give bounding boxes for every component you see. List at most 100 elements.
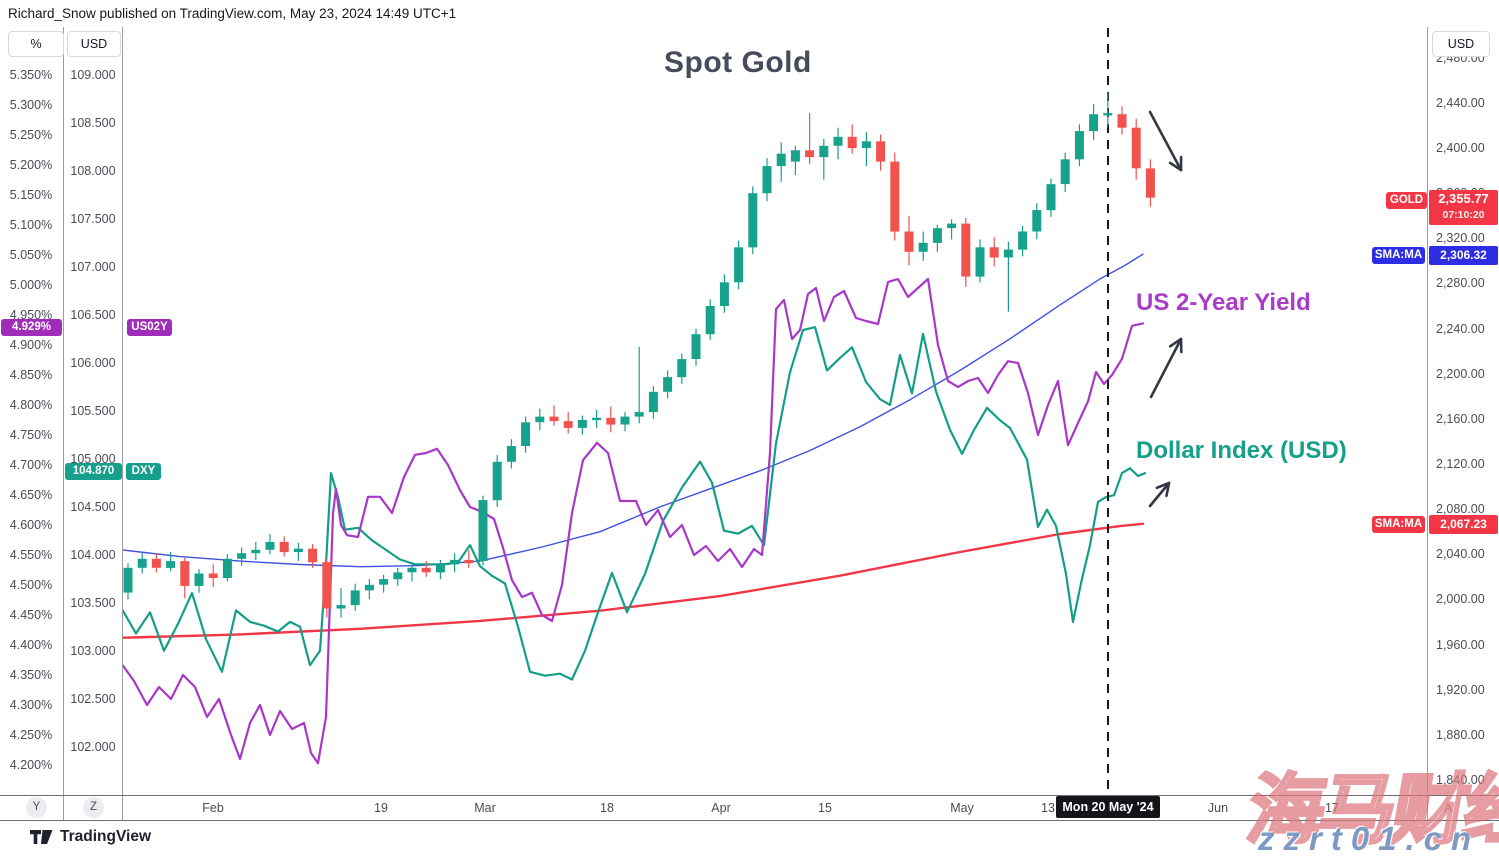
candle-body — [961, 224, 970, 277]
candle-body — [564, 421, 573, 428]
usd-right-tick-label: 2,120.00 — [1436, 457, 1485, 471]
candle-body — [606, 418, 615, 425]
candle-body — [266, 542, 275, 550]
us02y-axis-value-tag: 4.929% — [1, 319, 62, 336]
candle-body — [280, 542, 289, 552]
candle-body — [1075, 131, 1084, 159]
candle-body — [464, 560, 473, 563]
candle-body — [677, 359, 686, 377]
percent-axis-unit-box[interactable]: % — [8, 31, 64, 57]
percent-tick-label: 4.300% — [0, 698, 62, 712]
candle-body — [294, 549, 303, 552]
usd-left-tick-label: 107.500 — [64, 212, 122, 226]
candle-body — [251, 550, 260, 553]
sma-fast-symbol-tag: SMA:MA — [1372, 247, 1425, 264]
candle-body — [351, 590, 360, 605]
candle-body — [819, 146, 828, 157]
candle-body — [422, 568, 431, 573]
candle-body — [805, 150, 814, 157]
candle-body — [507, 446, 516, 462]
plot-area[interactable] — [121, 28, 1155, 795]
percent-tick-label: 4.650% — [0, 488, 62, 502]
candle-body — [436, 565, 445, 573]
candle-body — [763, 166, 772, 193]
us02y-symbol-tag: US02Y — [127, 319, 172, 336]
candle-body — [124, 568, 133, 593]
tradingview-logo-text: TradingView — [60, 828, 151, 846]
candle-body — [152, 559, 161, 568]
gold-price-tag: 2,355.77 07:10:20 — [1429, 190, 1498, 225]
candle-body — [379, 579, 388, 585]
tradingview-logo[interactable]: TradingView — [30, 828, 151, 846]
candle-body — [1146, 168, 1155, 197]
usd-left-tick-label: 107.000 — [64, 260, 122, 274]
candle-body — [393, 572, 402, 579]
usd-left-axis-mode-button[interactable]: Z — [83, 797, 104, 818]
time-tick-label: May — [950, 801, 974, 815]
dxy-line — [121, 327, 1145, 679]
percent-tick-label: 4.800% — [0, 398, 62, 412]
candle-body — [862, 141, 871, 148]
usd-right-tick-label: 2,040.00 — [1436, 547, 1485, 561]
usd-left-tick-label: 102.000 — [64, 740, 122, 754]
candle-body — [621, 417, 630, 425]
percent-tick-label: 5.350% — [0, 68, 62, 82]
axis-separator-line — [122, 27, 123, 820]
candle-body — [848, 137, 857, 148]
percent-axis-mode-button[interactable]: Y — [26, 797, 47, 818]
trend-arrow — [1150, 483, 1169, 506]
candle-body — [450, 560, 459, 565]
percent-tick-label: 5.150% — [0, 188, 62, 202]
usd-left-tick-label: 104.500 — [64, 500, 122, 514]
time-tick-label: 18 — [600, 801, 614, 815]
usd-left-tick-label: 109.000 — [64, 68, 122, 82]
candle-body — [223, 559, 232, 578]
candle-body — [521, 422, 530, 446]
candle-body — [408, 568, 417, 573]
axis-separator-line — [1427, 27, 1428, 820]
candle-body — [777, 154, 786, 166]
usd-left-tick-label: 103.000 — [64, 644, 122, 658]
candle-body — [876, 141, 885, 161]
candle-body — [663, 377, 672, 392]
gold-countdown: 07:10:20 — [1429, 208, 1498, 222]
candle-body — [209, 574, 218, 579]
candle-body — [1118, 114, 1127, 128]
percent-tick-label: 5.050% — [0, 248, 62, 262]
candle-body — [1047, 184, 1056, 210]
usd-right-tick-label: 2,440.00 — [1436, 96, 1485, 110]
candle-body — [1032, 210, 1041, 231]
time-tick-label: 19 — [374, 801, 388, 815]
candle-body — [1061, 159, 1070, 184]
candle-body — [1132, 128, 1141, 169]
candle-body — [1103, 113, 1112, 115]
candle-body — [720, 282, 729, 306]
yield-annotation-label: US 2-Year Yield — [1136, 289, 1311, 317]
gold-last-price: 2,355.77 — [1429, 190, 1498, 208]
percent-tick-label: 5.300% — [0, 98, 62, 112]
percent-tick-label: 4.700% — [0, 458, 62, 472]
candle-body — [890, 162, 899, 232]
candle-body — [976, 247, 985, 276]
usd-left-tick-label: 108.000 — [64, 164, 122, 178]
usd-right-axis-unit-box[interactable]: USD — [1432, 31, 1490, 57]
time-tick-label: Apr — [711, 801, 730, 815]
trend-arrow — [1151, 339, 1181, 397]
usd-left-axis-unit-box[interactable]: USD — [67, 31, 121, 57]
usd-left-tick-label: 106.000 — [64, 356, 122, 370]
candle-body — [550, 417, 559, 422]
time-tick-label: Jun — [1208, 801, 1228, 815]
time-tick-label: 13 — [1041, 801, 1055, 815]
chart-title: Spot Gold — [664, 46, 812, 80]
percent-tick-label: 4.850% — [0, 368, 62, 382]
candle-body — [322, 562, 331, 608]
usd-right-tick-label: 2,160.00 — [1436, 412, 1485, 426]
candle-body — [692, 334, 701, 359]
candle-body — [592, 418, 601, 420]
usd-left-tick-label: 103.500 — [64, 596, 122, 610]
candle-body — [1089, 114, 1098, 131]
candle-body — [479, 500, 488, 561]
candle-body — [834, 137, 843, 146]
